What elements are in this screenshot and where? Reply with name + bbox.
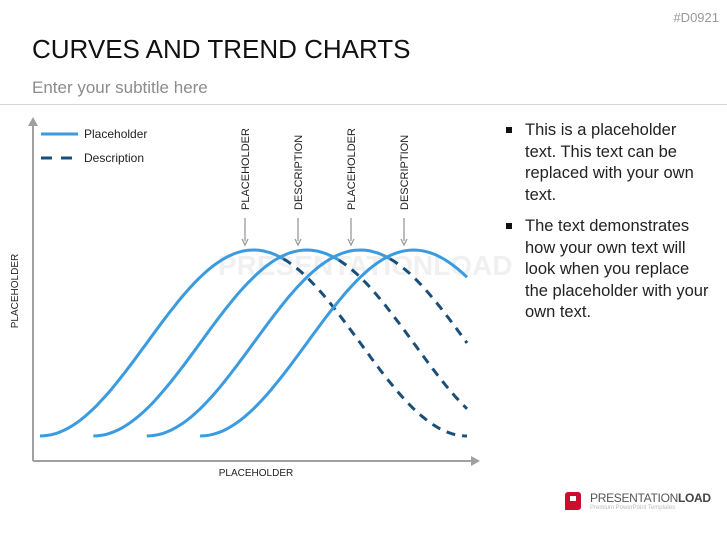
x-axis-arrow-icon: [471, 456, 480, 466]
curve-dashed-3: [389, 257, 469, 344]
watermark: PRESENTATIONLOAD: [218, 250, 513, 281]
arrow-down-icon: [241, 238, 249, 247]
page-title: CURVES AND TREND CHARTS: [32, 34, 411, 64]
legend-label: Description: [84, 151, 144, 165]
logo-tagline: Premium PowerPoint Templates: [590, 505, 676, 511]
annotation-label: PLACEHOLDER: [240, 128, 252, 210]
y-axis-arrow-icon: [28, 117, 38, 126]
bullet-list: This is a placeholder text. This text ca…: [505, 120, 710, 334]
curve-dashed-2: [338, 258, 469, 410]
x-axis-label: PLACEHOLDER: [219, 468, 293, 479]
y-axis-label: PLACEHOLDER: [10, 254, 21, 328]
curve-solid-2: [93, 248, 340, 438]
curve-dashed-1: [282, 257, 468, 438]
arrow-down-icon: [347, 238, 355, 247]
curve-solid-4: [200, 248, 469, 438]
arrow-down-icon: [294, 238, 302, 247]
annotation-label: PLACEHOLDER: [346, 128, 358, 210]
page-subtitle[interactable]: Enter your subtitle here: [32, 78, 208, 97]
bullet-item[interactable]: The text demonstrates how your own text …: [505, 216, 710, 324]
legend-label: Placeholder: [84, 127, 147, 141]
logo-icon: [565, 492, 581, 510]
curve-solid-1: [39, 248, 285, 438]
logo-name-bold: LOAD: [677, 491, 711, 505]
brand-logo: PRESENTATIONLOAD Premium PowerPoint Temp…: [565, 491, 711, 511]
slide-code: #D0921: [673, 10, 719, 25]
arrow-down-icon: [400, 238, 408, 247]
curve-solid-3: [146, 248, 391, 438]
header-divider: [0, 104, 727, 105]
bullet-item[interactable]: This is a placeholder text. This text ca…: [505, 120, 710, 206]
logo-name-light: PRESENTATION: [590, 491, 678, 505]
annotation-label: DESCRIPTION: [399, 135, 411, 210]
annotation-label: DESCRIPTION: [293, 135, 305, 210]
